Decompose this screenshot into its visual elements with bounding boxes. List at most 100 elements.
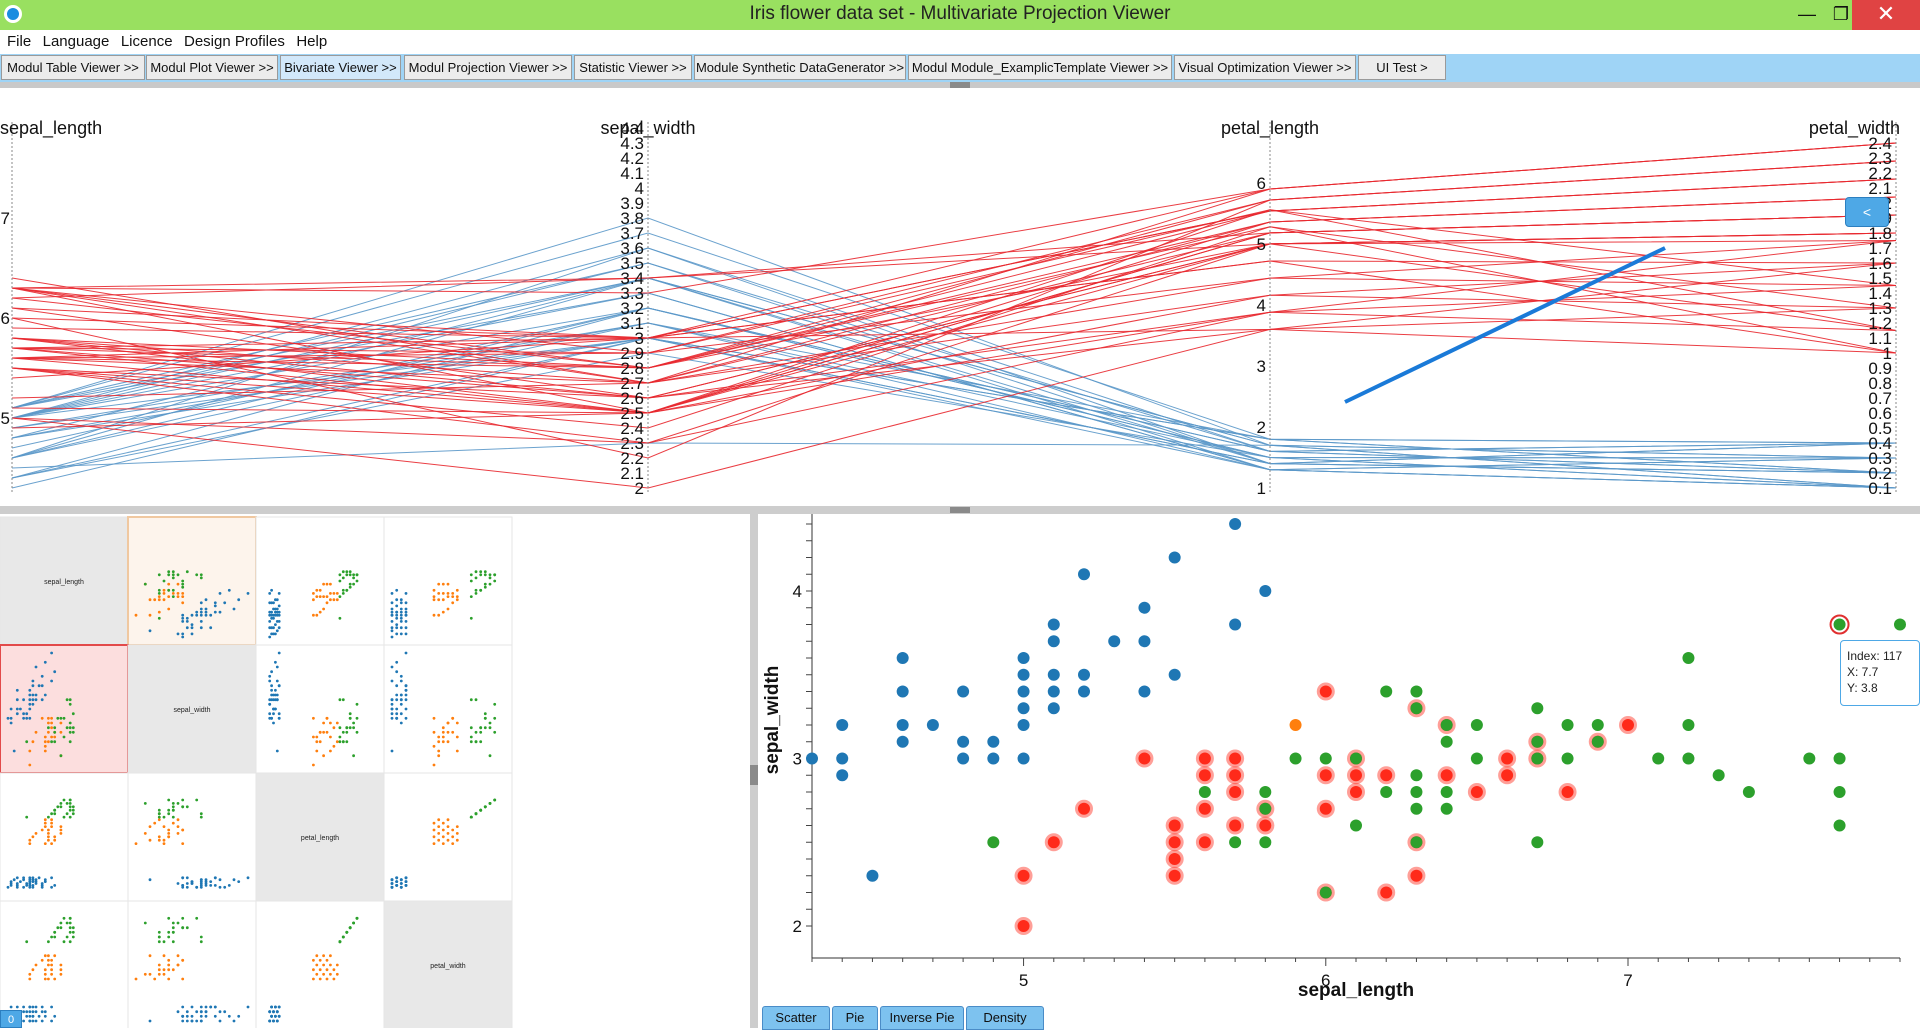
matrix-point (50, 876, 53, 880)
matrix-point (176, 818, 180, 822)
axis-tick-label: 2 (635, 479, 644, 498)
tooltip-x: X: 7.7 (1847, 665, 1879, 679)
tab-statistic-viewer[interactable]: Statistic Viewer >> (574, 55, 692, 80)
matrix-point (31, 684, 35, 688)
tab-scatter[interactable]: Scatter (762, 1006, 830, 1030)
matrix-point (399, 885, 403, 889)
tab-table-viewer[interactable]: Modul Table Viewer >> (1, 55, 145, 80)
menu-language[interactable]: Language (42, 33, 110, 50)
close-button[interactable]: ✕ (1852, 0, 1920, 30)
top-splitter-grip[interactable] (950, 82, 970, 88)
matrix-point (167, 835, 171, 839)
matrix-point (53, 740, 57, 744)
tab-projection-viewer[interactable]: Modul Projection Viewer >> (404, 55, 572, 80)
matrix-point (31, 876, 35, 880)
matrix-point (493, 730, 497, 734)
minimize-button[interactable]: — (1798, 4, 1816, 24)
matrix-point (395, 610, 399, 614)
scatter-point (1712, 769, 1725, 782)
matrix-point (272, 1019, 275, 1023)
matrix-point (395, 588, 399, 592)
menu-file[interactable]: File (7, 33, 32, 50)
matrix-point (162, 954, 166, 958)
matrix-point (28, 1005, 32, 1009)
matrix-point (272, 707, 275, 711)
matrix-point (277, 604, 281, 608)
matrix-point (176, 592, 180, 595)
collapse-panel-button[interactable]: < (1845, 197, 1889, 227)
matrix-point (332, 744, 336, 748)
matrix-point (395, 880, 399, 883)
menu-licence[interactable]: Licence (120, 33, 173, 50)
tab-ui-test[interactable]: UI Test > (1358, 55, 1446, 80)
parallel-coordinates-plot[interactable]: sepal_length765sepal_width4.44.34.24.143… (0, 88, 1920, 506)
matrix-point (270, 684, 273, 688)
matrix-point (341, 570, 345, 574)
scatter-point (987, 735, 1000, 748)
matrix-point (199, 620, 203, 623)
matrix-point (318, 588, 322, 592)
matrix-point (441, 726, 445, 730)
scatterplot-matrix[interactable]: sepal_length sepal_width petal_lengthpetal… (0, 514, 750, 1028)
matrix-point (270, 588, 273, 592)
axis-tick-label: 4.2 (620, 149, 644, 168)
scatter-point (1138, 752, 1151, 765)
tab-plot-viewer[interactable]: Modul Plot Viewer >> (146, 55, 278, 80)
matrix-point (483, 573, 487, 577)
matrix-point (455, 598, 459, 602)
scatter-point (1531, 702, 1544, 715)
matrix-point (325, 968, 329, 972)
tab-examplic-template[interactable]: Modul Module_ExamplicTemplate Viewer >> (908, 55, 1172, 80)
matrix-point (204, 598, 208, 602)
scatter-point (1440, 735, 1453, 748)
matrix-point (40, 1010, 44, 1014)
matrix-point (28, 842, 32, 845)
scatter-point (1470, 786, 1483, 798)
middle-splitter-grip[interactable] (950, 507, 970, 513)
tab-bivariate-viewer[interactable]: Bivariate Viewer >> (280, 55, 401, 80)
axis-tick-label: 3.9 (620, 194, 644, 213)
matrix-point (404, 688, 408, 692)
matrix-point (47, 716, 50, 720)
menu-help[interactable]: Help (296, 33, 328, 50)
matrix-point (348, 570, 352, 574)
matrix-point (157, 573, 161, 577)
tab-inverse-pie[interactable]: Inverse Pie (880, 1006, 964, 1030)
matrix-point (441, 835, 445, 839)
matrix-point (199, 573, 203, 577)
matrix-badge[interactable]: 0 (0, 1010, 22, 1028)
menu-design-profiles[interactable]: Design Profiles (183, 33, 285, 50)
matrix-point (432, 835, 436, 839)
matrix-point (274, 632, 277, 636)
matrix-point (28, 1014, 32, 1018)
maximize-button[interactable]: ❐ (1832, 4, 1850, 24)
matrix-point (28, 702, 32, 706)
matrix-point (71, 808, 75, 812)
scatter-chart[interactable]: 5 6 7 2 3 4 sepal_length sepal_width (758, 514, 1920, 1004)
matrix-point (441, 730, 445, 734)
matrix-point (28, 977, 32, 981)
matrix-point (395, 693, 399, 697)
matrix-point (157, 595, 161, 598)
parallel-line (11, 217, 1897, 459)
tab-pie[interactable]: Pie (832, 1006, 878, 1030)
tab-visual-optimization[interactable]: Visual Optimization Viewer >> (1174, 55, 1356, 80)
matrix-point (181, 876, 185, 880)
matrix-point (469, 579, 473, 583)
matrix-point (181, 916, 185, 920)
axis-tick-label: 3 (1257, 357, 1266, 376)
matrix-point (25, 740, 29, 744)
scatter-point (1682, 719, 1695, 731)
matrix-point (218, 1019, 222, 1023)
scatter-point (1440, 802, 1453, 815)
vertical-splitter-grip[interactable] (750, 765, 758, 785)
matrix-point (474, 730, 478, 734)
matrix-point (272, 601, 275, 605)
scatter-point (1047, 702, 1060, 715)
tab-synthetic-datagenerator[interactable]: Module Synthetic DataGenerator >> (694, 55, 906, 80)
matrix-point (218, 610, 222, 614)
matrix-point (446, 582, 450, 586)
axis-tick-label: 1.5 (1868, 269, 1892, 288)
tab-density[interactable]: Density (966, 1006, 1044, 1030)
matrix-point (195, 798, 199, 802)
